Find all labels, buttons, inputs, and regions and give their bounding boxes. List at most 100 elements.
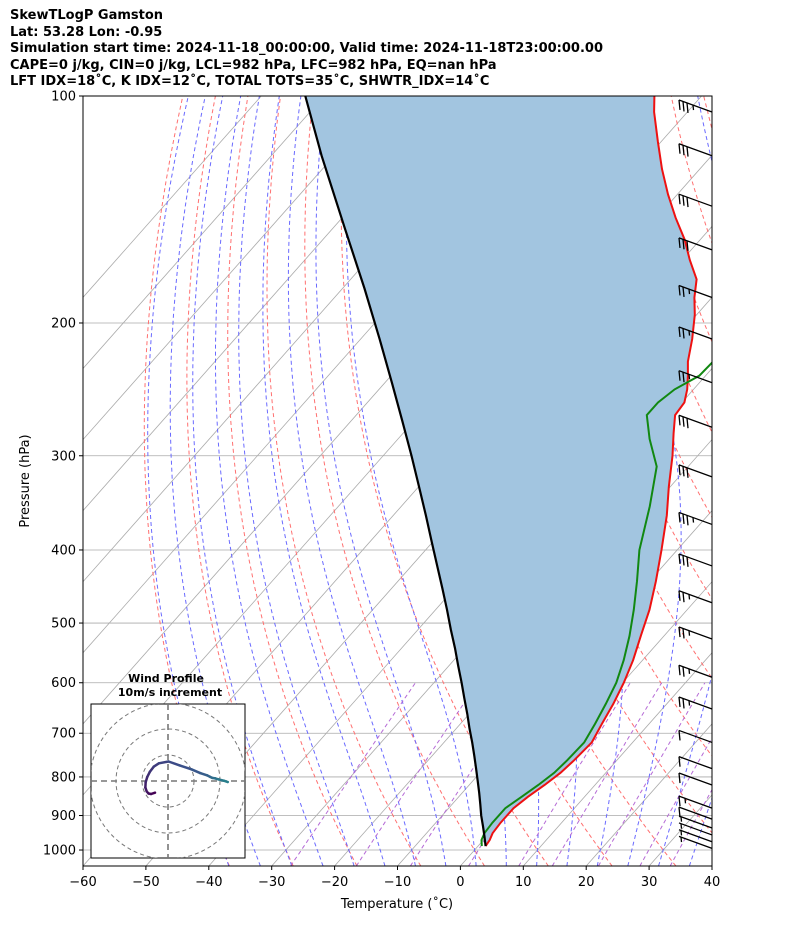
dry-adiabat <box>736 96 794 866</box>
y-tick-label: 600 <box>51 676 76 691</box>
barb-flag <box>686 515 689 526</box>
barb-shaft <box>678 664 713 678</box>
barb-shaft <box>678 511 713 526</box>
isotherm-line <box>83 96 262 299</box>
wind-barb <box>678 237 713 251</box>
y-axis-label: Pressure (hPa) <box>18 434 33 527</box>
hodograph-segment <box>167 760 181 767</box>
y-tick-label: 400 <box>51 543 76 558</box>
barb-shaft <box>678 772 713 786</box>
dewpoint-line <box>480 361 712 847</box>
y-tick-label: 900 <box>51 809 76 824</box>
isotherm-line <box>334 438 712 866</box>
wind-barb <box>678 806 713 820</box>
barb-half-flag <box>688 700 691 706</box>
mixing-ratio-line <box>355 682 479 866</box>
wind-barb <box>678 822 713 836</box>
barb-shaft <box>678 284 713 299</box>
barb-half-flag <box>692 105 695 111</box>
wind-barb <box>678 729 713 744</box>
wind-barb <box>678 696 713 710</box>
y-tick-label: 300 <box>51 449 76 464</box>
wind-barb <box>678 829 713 843</box>
barb-shaft <box>678 822 713 836</box>
wind-barb <box>678 193 713 208</box>
barb-flag <box>682 195 685 206</box>
barb-shaft <box>678 99 713 113</box>
barb-flag <box>678 285 681 296</box>
barb-flag <box>686 467 689 478</box>
y-tick-label: 200 <box>51 316 76 331</box>
wind-barb <box>678 326 713 340</box>
barb-flag <box>678 143 681 154</box>
x-tick-label: 20 <box>578 875 595 890</box>
wind-barb <box>678 511 713 526</box>
dry-adiabat <box>703 96 712 131</box>
hodograph-segment <box>157 760 170 765</box>
barb-shaft <box>678 815 713 829</box>
barb-flag <box>686 418 689 429</box>
barb-flag <box>686 556 689 567</box>
wind-barb <box>678 626 713 640</box>
dry-adiabat <box>769 96 794 866</box>
barb-half-flag <box>680 823 683 829</box>
barb-flag <box>682 666 685 677</box>
chart-header: SkewTLogP Gamston Lat: 53.28 Lon: -0.95 … <box>10 8 603 91</box>
x-tick-label: −10 <box>384 875 411 890</box>
barb-shaft <box>678 626 713 640</box>
barb-half-flag <box>688 630 691 636</box>
barb-flag <box>678 326 681 338</box>
barb-flag <box>678 237 681 248</box>
barb-flag <box>678 464 681 475</box>
wind-barb <box>678 414 713 429</box>
y-tick-label: 1000 <box>43 844 76 859</box>
mixing-ratio-line <box>518 682 631 866</box>
barb-flag <box>682 145 685 156</box>
barb-flag <box>678 512 681 523</box>
barb-shaft <box>678 756 713 770</box>
x-tick-label: 30 <box>641 875 658 890</box>
dry-adiabat <box>507 96 712 680</box>
mixing-ratio-line <box>597 682 706 866</box>
moist-adiabat <box>192 96 293 866</box>
mixing-ratio-line <box>551 682 663 866</box>
barb-flag <box>678 796 681 807</box>
wind-barb <box>678 590 713 604</box>
barb-flag <box>686 197 689 208</box>
barb-flag <box>682 372 685 383</box>
barb-flag <box>678 665 681 676</box>
barb-flag <box>682 239 685 250</box>
barb-flag <box>678 696 681 708</box>
barb-shaft <box>678 464 713 478</box>
barb-half-flag <box>688 668 691 674</box>
wind-barb <box>678 815 713 829</box>
wind-barb <box>678 143 713 157</box>
x-axis-label: Temperature (˚C) <box>340 896 453 912</box>
barb-flag <box>682 592 685 603</box>
barb-shaft <box>678 795 713 809</box>
barb-flag <box>678 772 681 784</box>
x-tick-label: 10 <box>515 875 532 890</box>
x-tick-label: −50 <box>132 875 159 890</box>
parcel-line <box>304 96 487 847</box>
mixing-ratio-line <box>409 682 529 866</box>
moist-adiabat <box>262 96 386 866</box>
hodograph-plot <box>91 704 245 858</box>
isotherm-line <box>83 96 388 441</box>
dry-adiabat <box>266 96 422 866</box>
hodograph-subtitle: 10m/s increment <box>118 686 222 699</box>
wind-barb <box>678 664 713 678</box>
barb-flag <box>682 628 685 639</box>
shaded-area <box>305 96 697 847</box>
hodograph-segment <box>190 768 202 775</box>
barb-flag <box>686 146 689 157</box>
barb-flag <box>682 513 685 524</box>
barb-shaft <box>678 829 713 843</box>
y-tick-label: 800 <box>51 770 76 785</box>
barb-shaft <box>678 590 713 604</box>
x-tick-label: 0 <box>456 875 464 890</box>
y-tick-label: 100 <box>51 90 76 105</box>
barb-flag <box>686 102 689 113</box>
simulation-times: Simulation start time: 2024-11-18_00:00:… <box>10 41 603 56</box>
x-tick-label: −30 <box>258 875 285 890</box>
